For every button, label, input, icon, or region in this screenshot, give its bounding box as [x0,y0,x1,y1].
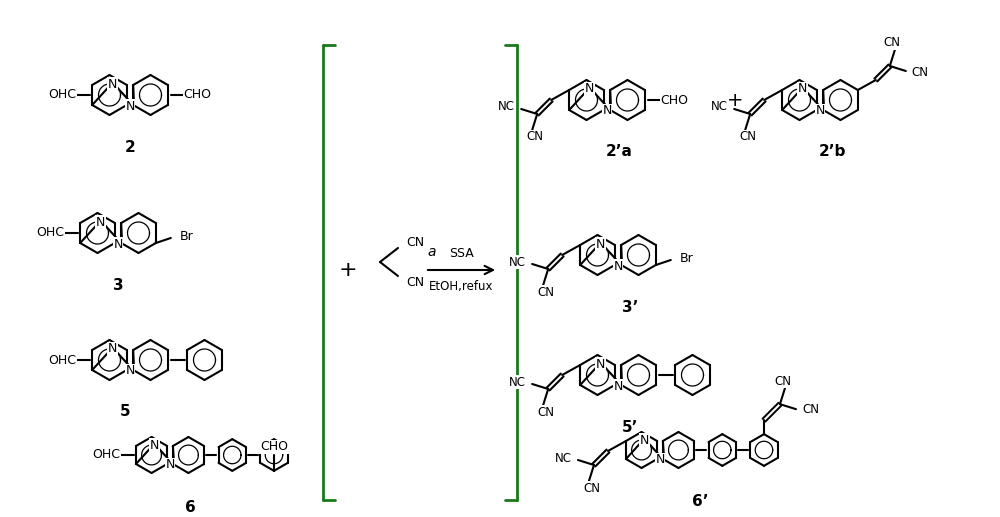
Text: NC: NC [509,375,526,388]
Text: CN: CN [406,276,424,288]
Text: +: + [727,90,743,110]
Text: N: N [613,260,623,272]
Text: CHO: CHO [260,440,288,453]
Text: +: + [339,260,357,280]
Text: 5: 5 [120,404,130,419]
Text: 2’a: 2’a [606,144,632,160]
Text: OHC: OHC [93,449,121,462]
Text: CN: CN [883,37,900,50]
Text: N: N [125,364,135,377]
Text: EtOH,refux: EtOH,refux [429,280,494,293]
Text: 3’: 3’ [622,299,638,314]
Text: N: N [165,459,175,472]
Text: NC: NC [711,100,728,114]
Text: N: N [108,78,117,90]
Text: CHO: CHO [660,94,688,107]
Text: Br: Br [180,230,194,242]
Text: NC: NC [509,255,526,268]
Text: N: N [655,453,665,466]
Text: 2’b: 2’b [818,144,846,160]
Text: CN: CN [538,285,555,298]
Text: N: N [596,237,605,251]
Text: N: N [150,438,159,452]
Text: N: N [640,434,649,447]
Text: 6: 6 [185,499,195,514]
Text: 5’: 5’ [622,419,638,434]
Text: N: N [613,379,623,392]
Text: OHC: OHC [48,88,76,101]
Text: Br: Br [680,251,694,265]
Text: CN: CN [583,481,600,494]
Text: N: N [96,216,105,229]
Text: N: N [798,83,807,96]
Text: N: N [596,357,605,371]
Text: SSA: SSA [449,247,474,260]
Text: OHC: OHC [36,226,64,239]
Text: CN: CN [774,375,791,388]
Text: N: N [108,342,117,356]
Text: CN: CN [538,405,555,418]
Text: 3: 3 [113,278,123,293]
Text: 2: 2 [125,140,135,155]
Text: CN: CN [912,67,929,80]
Text: a: a [428,245,436,259]
Text: N: N [602,104,612,117]
Text: CN: CN [802,403,819,416]
Text: CHO: CHO [184,88,212,101]
Text: OHC: OHC [48,354,76,367]
Text: N: N [815,104,825,117]
Text: NC: NC [498,100,515,114]
Text: CN: CN [527,130,544,144]
Text: N: N [113,237,123,251]
Text: N: N [125,99,135,113]
Text: CN: CN [406,236,424,249]
Text: N: N [585,83,594,96]
Text: 6’: 6’ [692,494,708,509]
Text: CN: CN [740,130,757,144]
Text: NC: NC [555,451,572,464]
